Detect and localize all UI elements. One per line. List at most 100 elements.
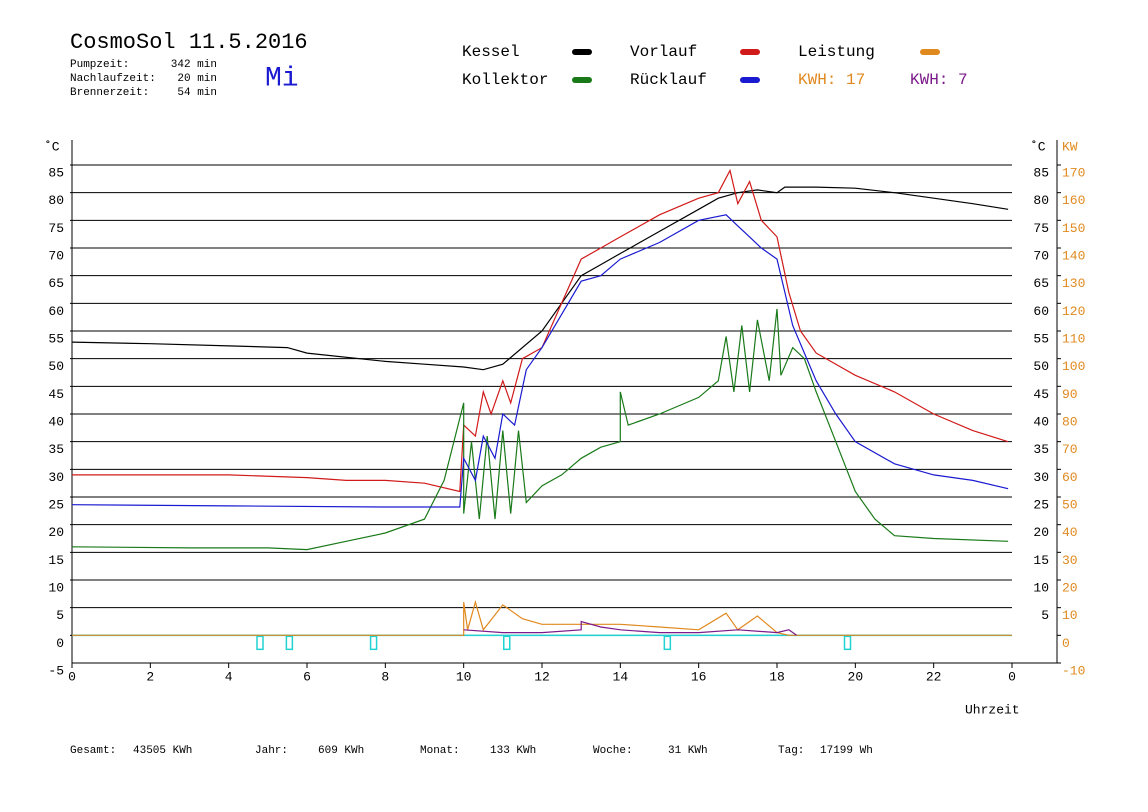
series-line: [72, 599, 1012, 636]
series-line: [71, 308, 1009, 551]
y-tick-label: 60: [48, 304, 64, 319]
y2-tick-label: 40: [1062, 525, 1078, 540]
y-tick-label-right: 75: [1033, 221, 1049, 236]
info-label: Brennerzeit:: [70, 87, 149, 99]
x-tick-label: 0: [68, 669, 76, 684]
y-tick-label: 0: [56, 636, 64, 651]
legend-swatch: [740, 77, 760, 83]
info-label: Nachlaufzeit:: [70, 73, 156, 85]
y-tick-label: 30: [48, 470, 64, 485]
kwh-label: KWH: 17: [798, 71, 865, 89]
y-axis-label-right: ˚C: [1030, 139, 1046, 154]
y2-tick-label: 30: [1062, 553, 1078, 568]
y-tick-label: 50: [48, 359, 64, 374]
y-tick-label: 75: [48, 221, 64, 236]
stat-label: Woche:: [593, 745, 633, 757]
pump-event: [369, 635, 378, 651]
y-tick-label-right: 15: [1033, 553, 1049, 568]
pump-event: [663, 635, 672, 651]
y-tick-label: 40: [48, 414, 64, 429]
stat-label: Monat:: [420, 745, 460, 757]
stat-label: Jahr:: [255, 745, 288, 757]
y-tick-label-right: 30: [1033, 470, 1049, 485]
pump-event: [843, 635, 852, 651]
y-tick-label-right: 5: [1041, 608, 1049, 623]
y-tick-label: 25: [48, 497, 64, 512]
y2-tick-label: 120: [1062, 304, 1085, 319]
y-tick-label: 85: [48, 165, 64, 180]
y-tick-label-right: 50: [1033, 359, 1049, 374]
y2-tick-label: 170: [1062, 165, 1085, 180]
y-tick-label: 15: [48, 553, 64, 568]
y-tick-label: 35: [48, 442, 64, 457]
y-tick-label-right: 55: [1033, 331, 1049, 346]
x-tick-label: 12: [534, 669, 550, 684]
y-tick-label: 45: [48, 387, 64, 402]
y-tick-label-right: 35: [1033, 442, 1049, 457]
y-axis-label: ˚C: [44, 139, 60, 154]
x-tick-label: 10: [456, 669, 472, 684]
y-tick-label-right: 60: [1033, 304, 1049, 319]
x-tick-label: 0: [1008, 669, 1016, 684]
legend-label: Kollektor: [462, 71, 548, 89]
y-tick-label-right: 70: [1033, 248, 1049, 263]
info-label: Pumpzeit:: [70, 59, 129, 71]
y2-tick-label: 10: [1062, 608, 1078, 623]
legend-swatch: [920, 49, 940, 55]
y-tick-label-right: 65: [1033, 276, 1049, 291]
x-tick-label: 16: [691, 669, 707, 684]
legend-label: Rücklauf: [630, 71, 707, 89]
y2-tick-label: 50: [1062, 497, 1078, 512]
x-tick-label: 8: [381, 669, 389, 684]
y2-tick-label: 110: [1062, 331, 1085, 346]
y-tick-label: 65: [48, 276, 64, 291]
y2-tick-label: -10: [1062, 663, 1085, 678]
y2-tick-label: 160: [1062, 193, 1085, 208]
pump-event: [285, 635, 294, 651]
y2-tick-label: 80: [1062, 414, 1078, 429]
y2-axis-label: KW: [1062, 139, 1078, 154]
legend-label: Kessel: [462, 43, 520, 61]
series-line: [71, 186, 1009, 371]
info-value: 20 min: [177, 73, 217, 85]
series-line: [71, 214, 1009, 508]
y2-tick-label: 0: [1062, 636, 1070, 651]
y2-tick-label: 100: [1062, 359, 1085, 374]
pump-event: [503, 635, 511, 651]
kwh-label: KWH: 7: [910, 71, 968, 89]
legend-label: Leistung: [798, 43, 875, 61]
y-tick-label: 80: [48, 193, 64, 208]
stat-value: 31 KWh: [668, 745, 708, 757]
y-tick-label-right: 85: [1033, 165, 1049, 180]
chart-title: CosmoSol 11.5.2016: [70, 30, 308, 55]
x-tick-label: 22: [926, 669, 942, 684]
weekday: Mi: [265, 63, 299, 94]
y2-tick-label: 140: [1062, 248, 1085, 263]
y-tick-label-right: 25: [1033, 497, 1049, 512]
y2-tick-label: 60: [1062, 470, 1078, 485]
stat-value: 17199 Wh: [820, 745, 873, 757]
y-tick-label-right: 40: [1033, 414, 1049, 429]
stat-value: 609 KWh: [318, 745, 364, 757]
x-axis-label: Uhrzeit: [965, 702, 1020, 717]
info-value: 54 min: [177, 87, 217, 99]
y-tick-label-right: 20: [1033, 525, 1049, 540]
stat-label: Tag:: [778, 745, 804, 757]
y-tick-label: 70: [48, 248, 64, 263]
stat-label: Gesamt:: [70, 745, 116, 757]
y-tick-label-right: 10: [1033, 580, 1049, 595]
stat-value: 133 KWh: [490, 745, 536, 757]
pump-event: [256, 635, 264, 651]
legend-swatch: [572, 49, 592, 55]
legend-label: Vorlauf: [630, 43, 697, 61]
series-line: [72, 168, 1009, 493]
info-value: 342 min: [171, 59, 217, 71]
x-tick-label: 18: [769, 669, 785, 684]
x-tick-label: 4: [225, 669, 233, 684]
legend-swatch: [740, 49, 760, 55]
x-tick-label: 14: [613, 669, 629, 684]
y-tick-label-right: 45: [1033, 387, 1049, 402]
y2-tick-label: 150: [1062, 221, 1085, 236]
y2-tick-label: 20: [1062, 580, 1078, 595]
